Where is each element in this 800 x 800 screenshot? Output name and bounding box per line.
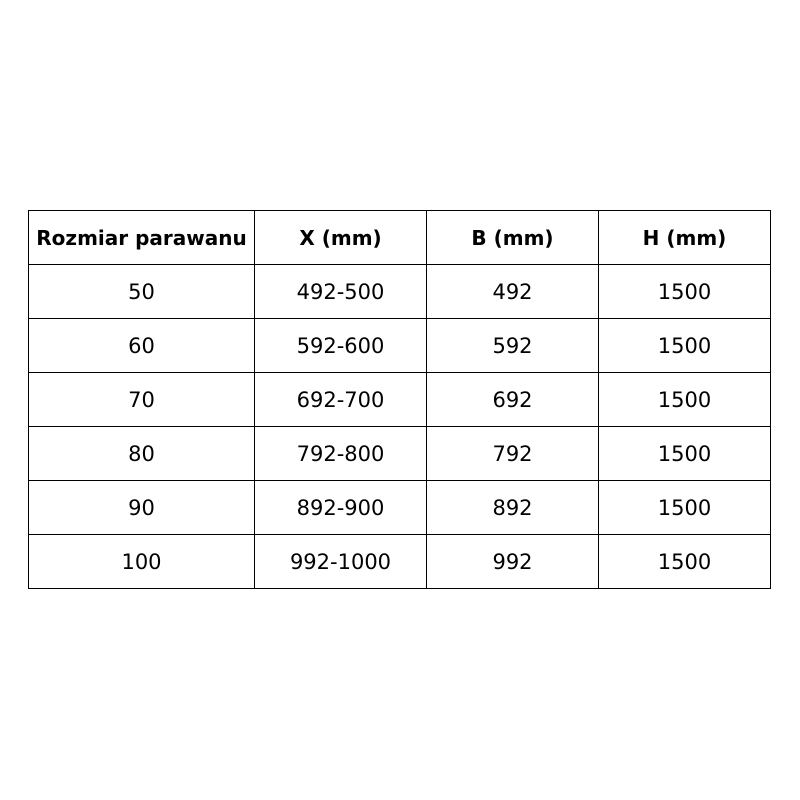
table-cell: 1500 (598, 426, 771, 481)
header-cell: Rozmiar parawanu (28, 210, 255, 265)
table-cell: 1500 (598, 534, 771, 589)
table-row: 90 892-900 892 1500 (28, 480, 771, 535)
table-cell: 1500 (598, 372, 771, 427)
table-cell: 592-600 (254, 318, 427, 373)
header-cell: H (mm) (598, 210, 771, 265)
table-cell: 892 (426, 480, 599, 535)
header-row: Rozmiar parawanu X (mm) B (mm) H (mm) (28, 210, 771, 265)
dimensions-table: Rozmiar parawanu X (mm) B (mm) H (mm) 50… (28, 210, 771, 589)
table-cell: 492 (426, 264, 599, 319)
table-row: 60 592-600 592 1500 (28, 318, 771, 373)
table-cell: 592 (426, 318, 599, 373)
table-cell: 60 (28, 318, 255, 373)
table-cell: 692 (426, 372, 599, 427)
table-cell: 692-700 (254, 372, 427, 427)
header-cell: X (mm) (254, 210, 427, 265)
table-cell: 792-800 (254, 426, 427, 481)
table-row: 80 792-800 792 1500 (28, 426, 771, 481)
table-cell: 100 (28, 534, 255, 589)
table-cell: 1500 (598, 264, 771, 319)
table-cell: 90 (28, 480, 255, 535)
table-cell: 1500 (598, 318, 771, 373)
table-cell: 70 (28, 372, 255, 427)
table-cell: 892-900 (254, 480, 427, 535)
table-cell: 792 (426, 426, 599, 481)
table-row: 50 492-500 492 1500 (28, 264, 771, 319)
table-row: 70 692-700 692 1500 (28, 372, 771, 427)
table-row: 100 992-1000 992 1500 (28, 534, 771, 589)
table-cell: 492-500 (254, 264, 427, 319)
table-cell: 992 (426, 534, 599, 589)
table-cell: 50 (28, 264, 255, 319)
header-cell: B (mm) (426, 210, 599, 265)
table-cell: 992-1000 (254, 534, 427, 589)
table-cell: 80 (28, 426, 255, 481)
table-cell: 1500 (598, 480, 771, 535)
